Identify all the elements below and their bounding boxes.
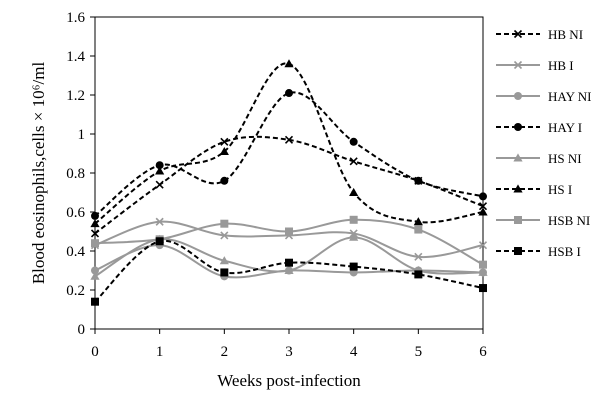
series-line — [94, 91, 484, 217]
legend-item: HAY I — [496, 120, 582, 135]
data-point — [285, 258, 293, 267]
data-point — [155, 217, 164, 226]
legend-marker — [513, 184, 523, 193]
data-point — [91, 239, 99, 248]
y-axis-ticks: 0 0.2 0.4 0.6 0.8 1 1.2 1.4 1.6 — [66, 10, 95, 338]
data-point — [284, 59, 294, 68]
data-point — [413, 217, 423, 226]
legend-marker — [513, 29, 523, 39]
legend-label: HAY NI — [548, 89, 591, 104]
x-tick-label: 2 — [221, 344, 229, 360]
data-point — [220, 231, 229, 240]
x-tick-label: 4 — [350, 344, 358, 360]
data-point — [155, 166, 165, 175]
data-point — [155, 161, 164, 170]
legend-item: HB I — [496, 58, 574, 73]
y-tick-label: 0.2 — [66, 283, 85, 299]
y-axis-title: Blood eosinophils,cells × 10⁶/ml — [29, 62, 48, 285]
legend-marker — [514, 123, 522, 131]
data-point — [414, 176, 423, 185]
legend-item: HS NI — [496, 151, 582, 166]
x-tick-label: 1 — [156, 344, 164, 360]
x-tick-label: 3 — [285, 344, 293, 360]
y-tick-label: 1.6 — [66, 10, 85, 26]
legend-label: HSB I — [548, 244, 581, 259]
data-point — [478, 241, 488, 250]
data-point — [349, 262, 358, 271]
data-point — [219, 256, 229, 265]
data-point — [91, 211, 99, 220]
x-axis-ticks: 0 1 2 3 4 5 6 — [91, 329, 487, 360]
legend-label: HB NI — [548, 27, 583, 42]
data-point — [478, 207, 488, 216]
data-point — [220, 268, 229, 277]
legend-marker — [513, 153, 523, 162]
data-point — [479, 192, 487, 201]
data-point — [220, 176, 229, 185]
legend-label: HS I — [548, 182, 572, 197]
data-point — [478, 267, 488, 276]
data-point — [349, 187, 359, 196]
series-line — [94, 135, 484, 235]
y-tick-label: 1 — [78, 127, 86, 143]
data-point — [349, 157, 358, 166]
data-point — [90, 219, 100, 228]
data-point — [284, 265, 294, 274]
legend-item: HAY NI — [496, 89, 591, 104]
data-point — [220, 219, 229, 228]
data-point — [90, 229, 100, 238]
legend-marker — [514, 92, 522, 100]
legend-marker — [514, 216, 522, 224]
legend-label: HAY I — [548, 120, 582, 135]
data-point — [285, 89, 293, 98]
legend-item: HSB I — [496, 244, 581, 259]
legend-marker — [513, 60, 523, 70]
data-point — [414, 225, 423, 234]
data-point — [91, 297, 99, 306]
legend: HB NI HB I HAY NI HAY I HS NI HS I HSB NI HSB I — [496, 27, 591, 259]
data-point — [478, 202, 488, 211]
x-axis-title: Weeks post-infection — [217, 371, 361, 390]
legend-marker — [514, 247, 522, 255]
legend-item: HB NI — [496, 27, 583, 42]
series-hay-i — [91, 89, 487, 220]
series-line — [94, 62, 484, 225]
data-point — [220, 137, 229, 146]
legend-item: HS I — [496, 182, 572, 197]
data-point — [479, 284, 487, 293]
series-hb-i — [90, 217, 488, 261]
data-point — [349, 215, 358, 224]
x-tick-label: 0 — [91, 344, 99, 360]
y-tick-label: 1.2 — [66, 88, 85, 104]
data-point — [349, 232, 359, 241]
data-point — [155, 180, 164, 189]
series-hsb-i — [91, 237, 487, 306]
y-tick-label: 0 — [78, 322, 86, 338]
data-point — [91, 266, 99, 275]
data-point — [414, 270, 423, 279]
y-tick-label: 0.6 — [66, 205, 85, 221]
series-group — [90, 59, 488, 306]
data-point — [284, 135, 294, 144]
legend-item: HSB NI — [496, 213, 590, 228]
data-point — [285, 227, 293, 236]
data-point — [349, 137, 358, 146]
x-tick-label: 5 — [415, 344, 423, 360]
data-point — [90, 271, 100, 280]
legend-label: HB I — [548, 58, 574, 73]
y-tick-label: 1.4 — [66, 49, 85, 65]
data-point — [414, 252, 423, 261]
y-tick-label: 0.8 — [66, 166, 85, 182]
y-tick-label: 0.4 — [66, 244, 85, 260]
series-hs-i — [90, 59, 488, 228]
data-point — [155, 237, 164, 246]
data-point — [479, 260, 487, 269]
x-tick-label: 6 — [479, 344, 487, 360]
data-point — [219, 146, 229, 155]
legend-label: HSB NI — [548, 213, 590, 228]
legend-label: HS NI — [548, 151, 582, 166]
